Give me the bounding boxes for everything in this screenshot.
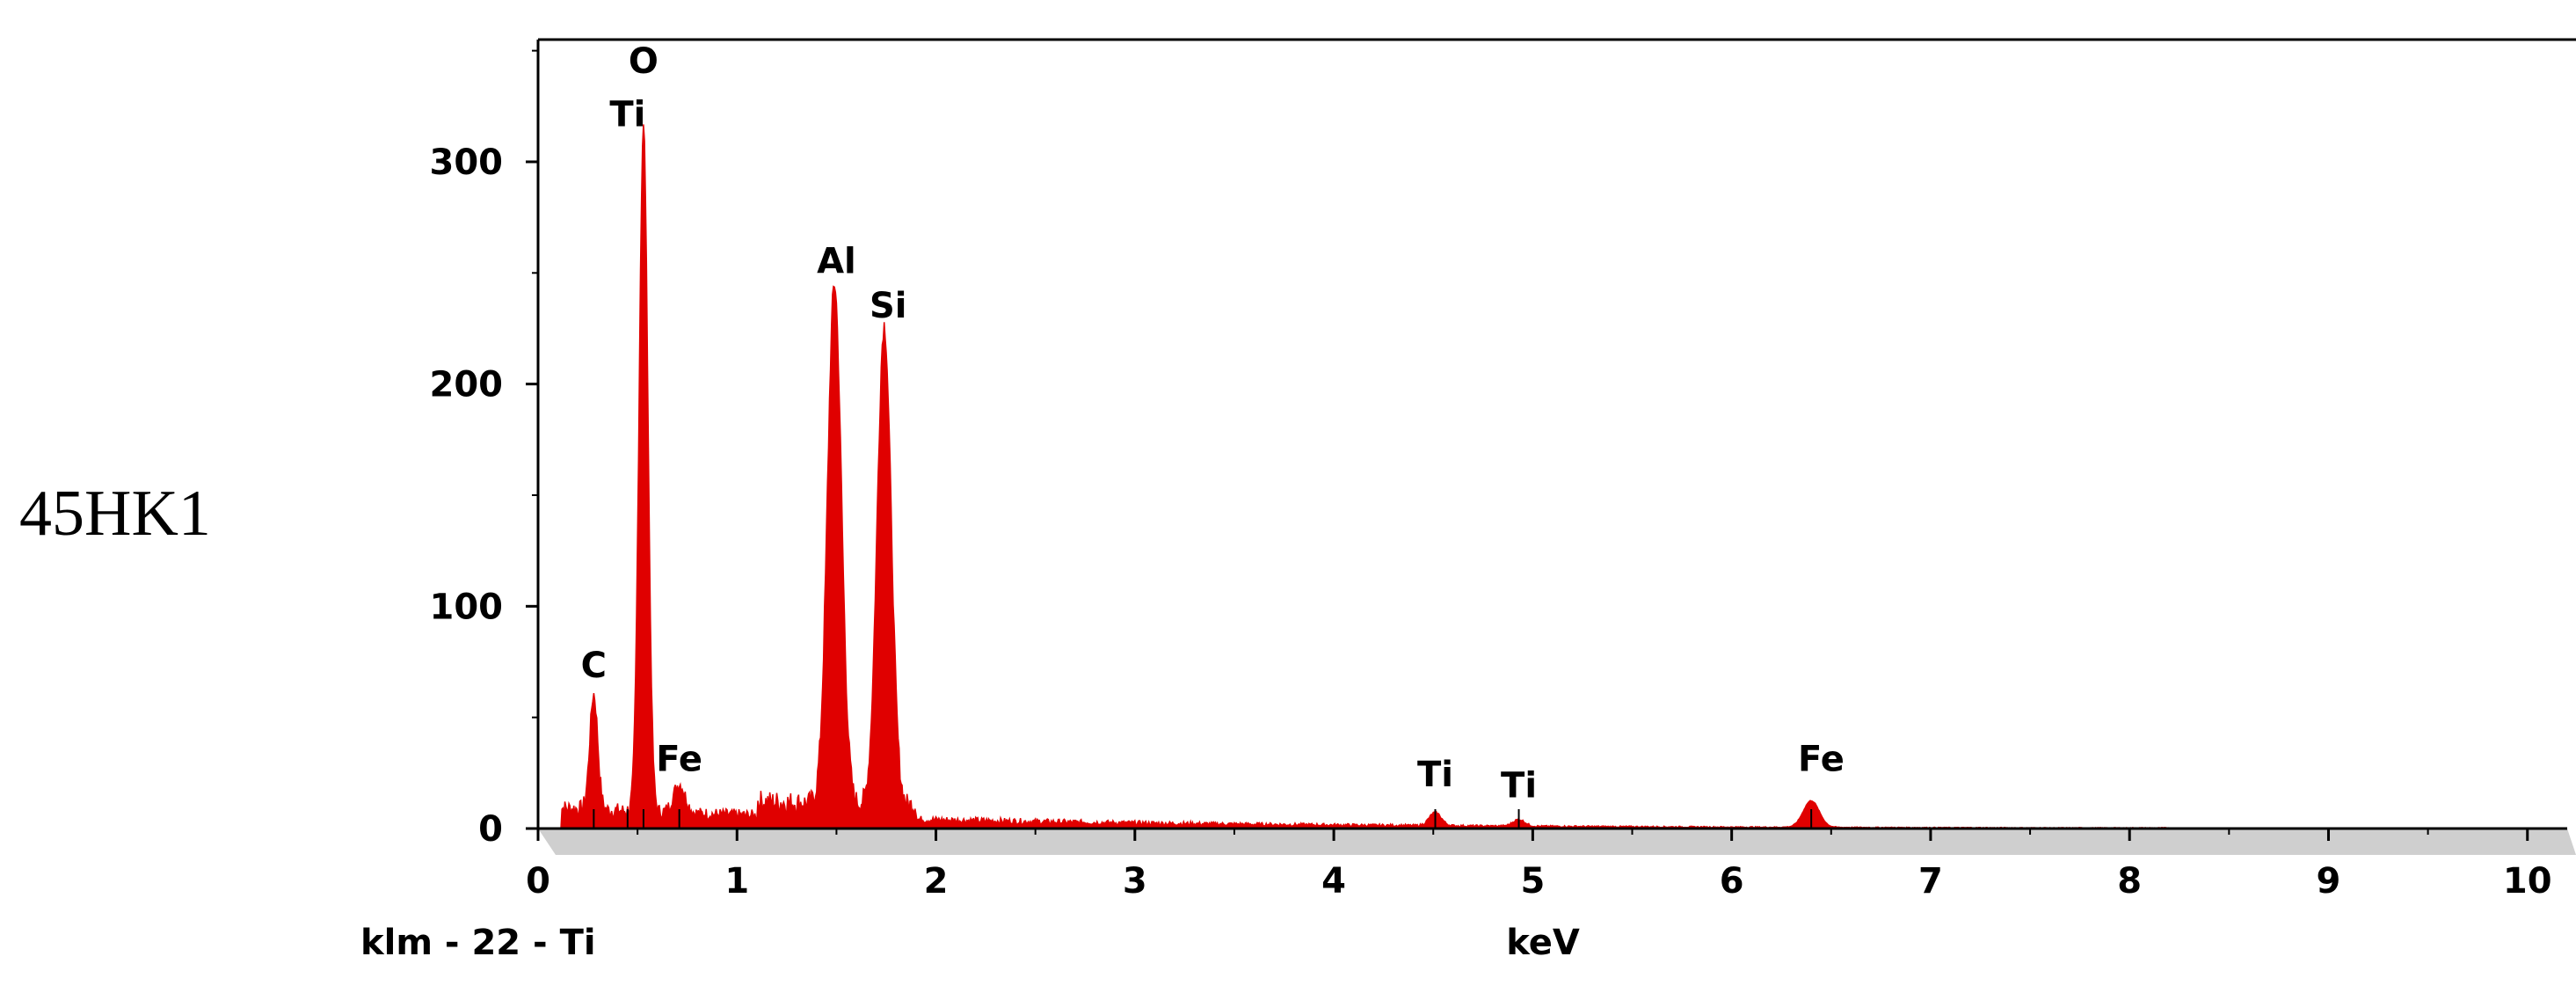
y-axis-ticks: 0 100 200 300 — [430, 49, 538, 850]
x-tick-label: 7 — [1918, 861, 1943, 902]
peak-label-c: C — [581, 646, 607, 686]
y-tick-label: 200 — [430, 365, 504, 405]
y-tick-label: 0 — [478, 809, 503, 850]
x-tick-label: 4 — [1321, 861, 1346, 902]
y-tick-label: 100 — [430, 587, 504, 627]
x-axis-shadow — [538, 829, 2576, 855]
x-tick-label: 0 — [526, 861, 550, 902]
x-tick-label: 1 — [724, 861, 749, 902]
peak-label-fe: Fe — [1798, 739, 1845, 779]
peak-labels: O Ti C Fe Al Si Ti Ti Fe — [581, 41, 1845, 807]
x-axis-title: keV — [1506, 923, 1580, 963]
x-tick-label: 2 — [924, 861, 949, 902]
y-tick-label: 300 — [430, 142, 504, 183]
x-tick-label: 8 — [2117, 861, 2142, 902]
x-tick-label: 3 — [1123, 861, 1147, 902]
element-marker-lines — [593, 809, 1813, 829]
x-tick-label: 10 — [2503, 861, 2552, 902]
x-tick-label: 5 — [1520, 861, 1545, 902]
x-tick-label: 9 — [2317, 861, 2341, 902]
peak-label-ti: Ti — [1501, 766, 1537, 807]
spectrum-label: klm - 22 - Ti — [360, 923, 596, 963]
peak-label-si: Si — [870, 286, 907, 326]
peak-label-o: O — [629, 41, 659, 82]
x-axis-ticks: 0 1 2 3 4 5 6 7 8 9 10 — [526, 829, 2552, 902]
sample-label: 45HK1 — [19, 478, 211, 550]
spectrum-fill — [557, 124, 2171, 829]
x-tick-label: 6 — [1720, 861, 1744, 902]
plot-area: 0 1 2 3 4 5 6 7 8 9 10 0 100 200 300 O Ti C Fe Al Si Ti Ti Fe — [430, 38, 2576, 902]
peak-label-fe: Fe — [656, 739, 702, 779]
peak-label-ti: Ti — [609, 95, 645, 135]
peak-label-al: Al — [817, 241, 856, 281]
peak-label-ti: Ti — [1417, 755, 1453, 795]
